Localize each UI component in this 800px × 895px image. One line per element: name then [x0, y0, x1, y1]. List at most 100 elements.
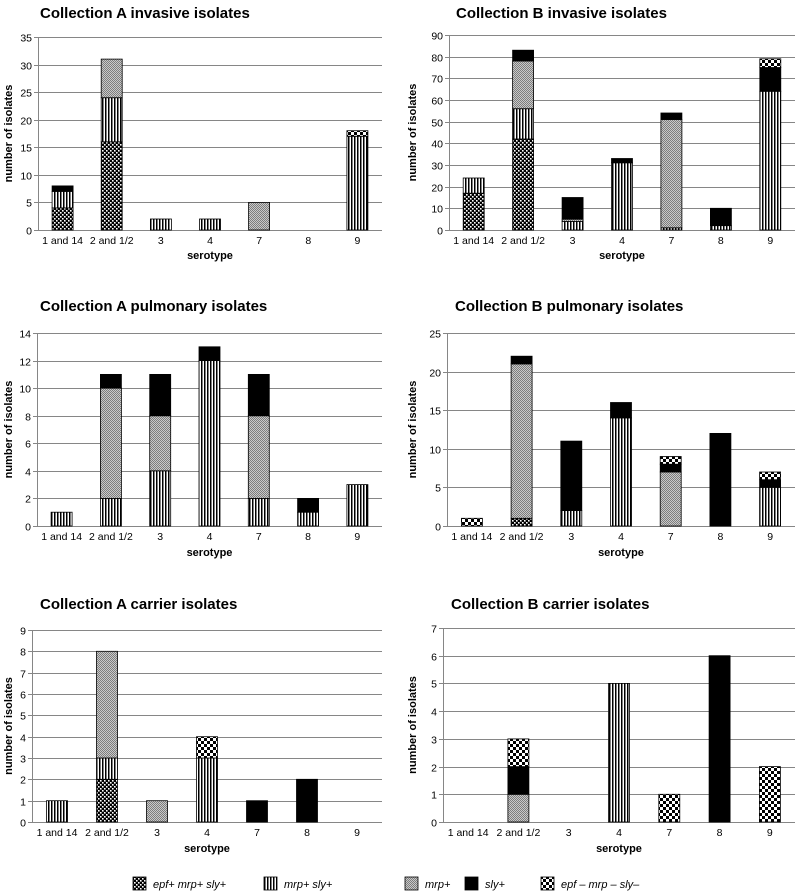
x-tick-label: 1 and 14 — [448, 827, 489, 839]
y-tick-label: 4 — [431, 707, 437, 719]
bar-segment — [660, 119, 683, 229]
chart-title: Collection B carrier isolates — [451, 596, 649, 613]
y-axis-label: number of isolates — [407, 381, 419, 479]
x-tick-label: 7 — [256, 531, 262, 543]
chart-panel-2: Collection B invasive isolates 0 10 20 30 40 5… — [407, 5, 795, 262]
bar-segment — [296, 778, 318, 823]
y-tick-label: 6 — [25, 439, 31, 451]
bar-segment — [759, 58, 782, 68]
x-tick-label: 2 and 1/2 — [500, 531, 544, 543]
bar-segment — [610, 402, 632, 419]
bar-segment — [149, 373, 172, 417]
bar-segment — [100, 497, 122, 527]
y-tick-label: 25 — [20, 88, 32, 100]
x-tick-label: 8 — [718, 235, 724, 247]
x-tick-label: 7 — [669, 235, 675, 247]
bar-segment — [247, 415, 270, 499]
legend-swatch — [132, 876, 147, 891]
bar-segment — [149, 415, 172, 472]
bar-segment — [100, 387, 122, 499]
x-tick-label: 9 — [767, 827, 773, 839]
y-tick-label: 4 — [25, 467, 31, 479]
bar-segment — [51, 207, 74, 231]
y-tick-label: 1 — [20, 797, 26, 809]
y-tick-label: 3 — [431, 735, 437, 747]
bar-segment — [297, 511, 320, 527]
x-tick-label: 3 — [154, 827, 160, 839]
bar-segment — [512, 138, 534, 231]
legend-label: epf+ mrp+ sly+ — [153, 879, 227, 891]
x-tick-label: 2 and 1/2 — [501, 235, 545, 247]
bar-segment — [759, 471, 781, 481]
bar-segment — [610, 417, 632, 527]
y-axis-label: number of isolates — [407, 676, 419, 774]
x-axis-label: serotype — [187, 250, 233, 262]
chart-panel-3: Collection A pulmonary isolates 0 2 4 6 8 10 12… — [3, 298, 382, 559]
y-tick-label: 60 — [431, 96, 443, 108]
bar-segment — [146, 800, 168, 823]
x-tick-label: 7 — [668, 531, 674, 543]
legend-item: epf – mrp – sly– — [540, 876, 640, 891]
x-tick-label: 2 and 1/2 — [497, 827, 541, 839]
legend-item: mrp+ — [404, 876, 451, 891]
x-tick-label: 1 and 14 — [42, 235, 83, 247]
chart-panel-1: Collection A invasive isolates 0 5 10 15 20 25… — [3, 5, 382, 262]
x-tick-label: 4 — [618, 531, 624, 543]
y-tick-label: 35 — [20, 33, 32, 45]
bar-segment — [759, 479, 781, 488]
y-tick-label: 6 — [431, 652, 437, 664]
x-tick-label: 4 — [207, 235, 213, 247]
bar-segment — [198, 360, 221, 527]
chart-title: Collection A pulmonary isolates — [40, 298, 267, 315]
bar-segment — [507, 766, 530, 795]
bar-segment — [560, 440, 583, 512]
bar-segment — [708, 655, 731, 823]
bar-segment — [46, 800, 68, 823]
bar-segment — [248, 201, 271, 231]
y-tick-label: 25 — [429, 329, 441, 341]
legend-label: mrp+ sly+ — [284, 879, 333, 891]
bar-segment — [510, 355, 533, 365]
bar-segment — [196, 757, 218, 823]
y-tick-label: 10 — [429, 445, 441, 457]
legend-label: mrp+ — [425, 879, 451, 891]
x-tick-label: 9 — [767, 235, 773, 247]
y-tick-label: 7 — [20, 669, 26, 681]
bar-segment — [759, 67, 782, 92]
bar-segment — [759, 486, 781, 527]
bar-segment — [462, 192, 485, 231]
y-tick-label: 5 — [26, 198, 32, 210]
bar-segment — [507, 738, 530, 768]
y-tick-label: 2 — [431, 763, 437, 775]
bar-segment — [247, 373, 270, 417]
y-axis-label: number of isolates — [3, 85, 15, 183]
y-tick-label: 12 — [19, 357, 31, 369]
y-tick-label: 10 — [20, 171, 32, 183]
y-tick-label: 9 — [20, 626, 26, 638]
x-tick-label: 8 — [305, 235, 311, 247]
bar-segment — [246, 800, 268, 823]
y-axis-label: number of isolates — [3, 381, 15, 479]
y-tick-label: 0 — [437, 226, 443, 238]
y-tick-label: 1 — [431, 790, 437, 802]
bar-segment — [659, 471, 682, 527]
x-axis-label: serotype — [599, 250, 645, 262]
bar-segment — [51, 185, 74, 192]
y-tick-label: 8 — [20, 647, 26, 659]
x-tick-label: 4 — [207, 531, 213, 543]
x-tick-label: 2 and 1/2 — [90, 235, 134, 247]
bar-segment — [561, 220, 584, 231]
bar-segment — [561, 197, 584, 220]
bar-segment — [507, 793, 530, 823]
y-tick-label: 4 — [20, 733, 26, 745]
y-tick-label: 80 — [431, 53, 443, 65]
x-tick-label: 7 — [666, 827, 672, 839]
y-tick-label: 5 — [431, 679, 437, 691]
bar-segment — [100, 58, 123, 99]
bar-segment — [346, 135, 369, 231]
x-tick-label: 8 — [718, 531, 724, 543]
legend-item: epf+ mrp+ sly+ — [132, 876, 227, 891]
bar-segment — [608, 683, 630, 823]
y-tick-label: 15 — [20, 143, 32, 155]
y-tick-label: 5 — [435, 483, 441, 495]
